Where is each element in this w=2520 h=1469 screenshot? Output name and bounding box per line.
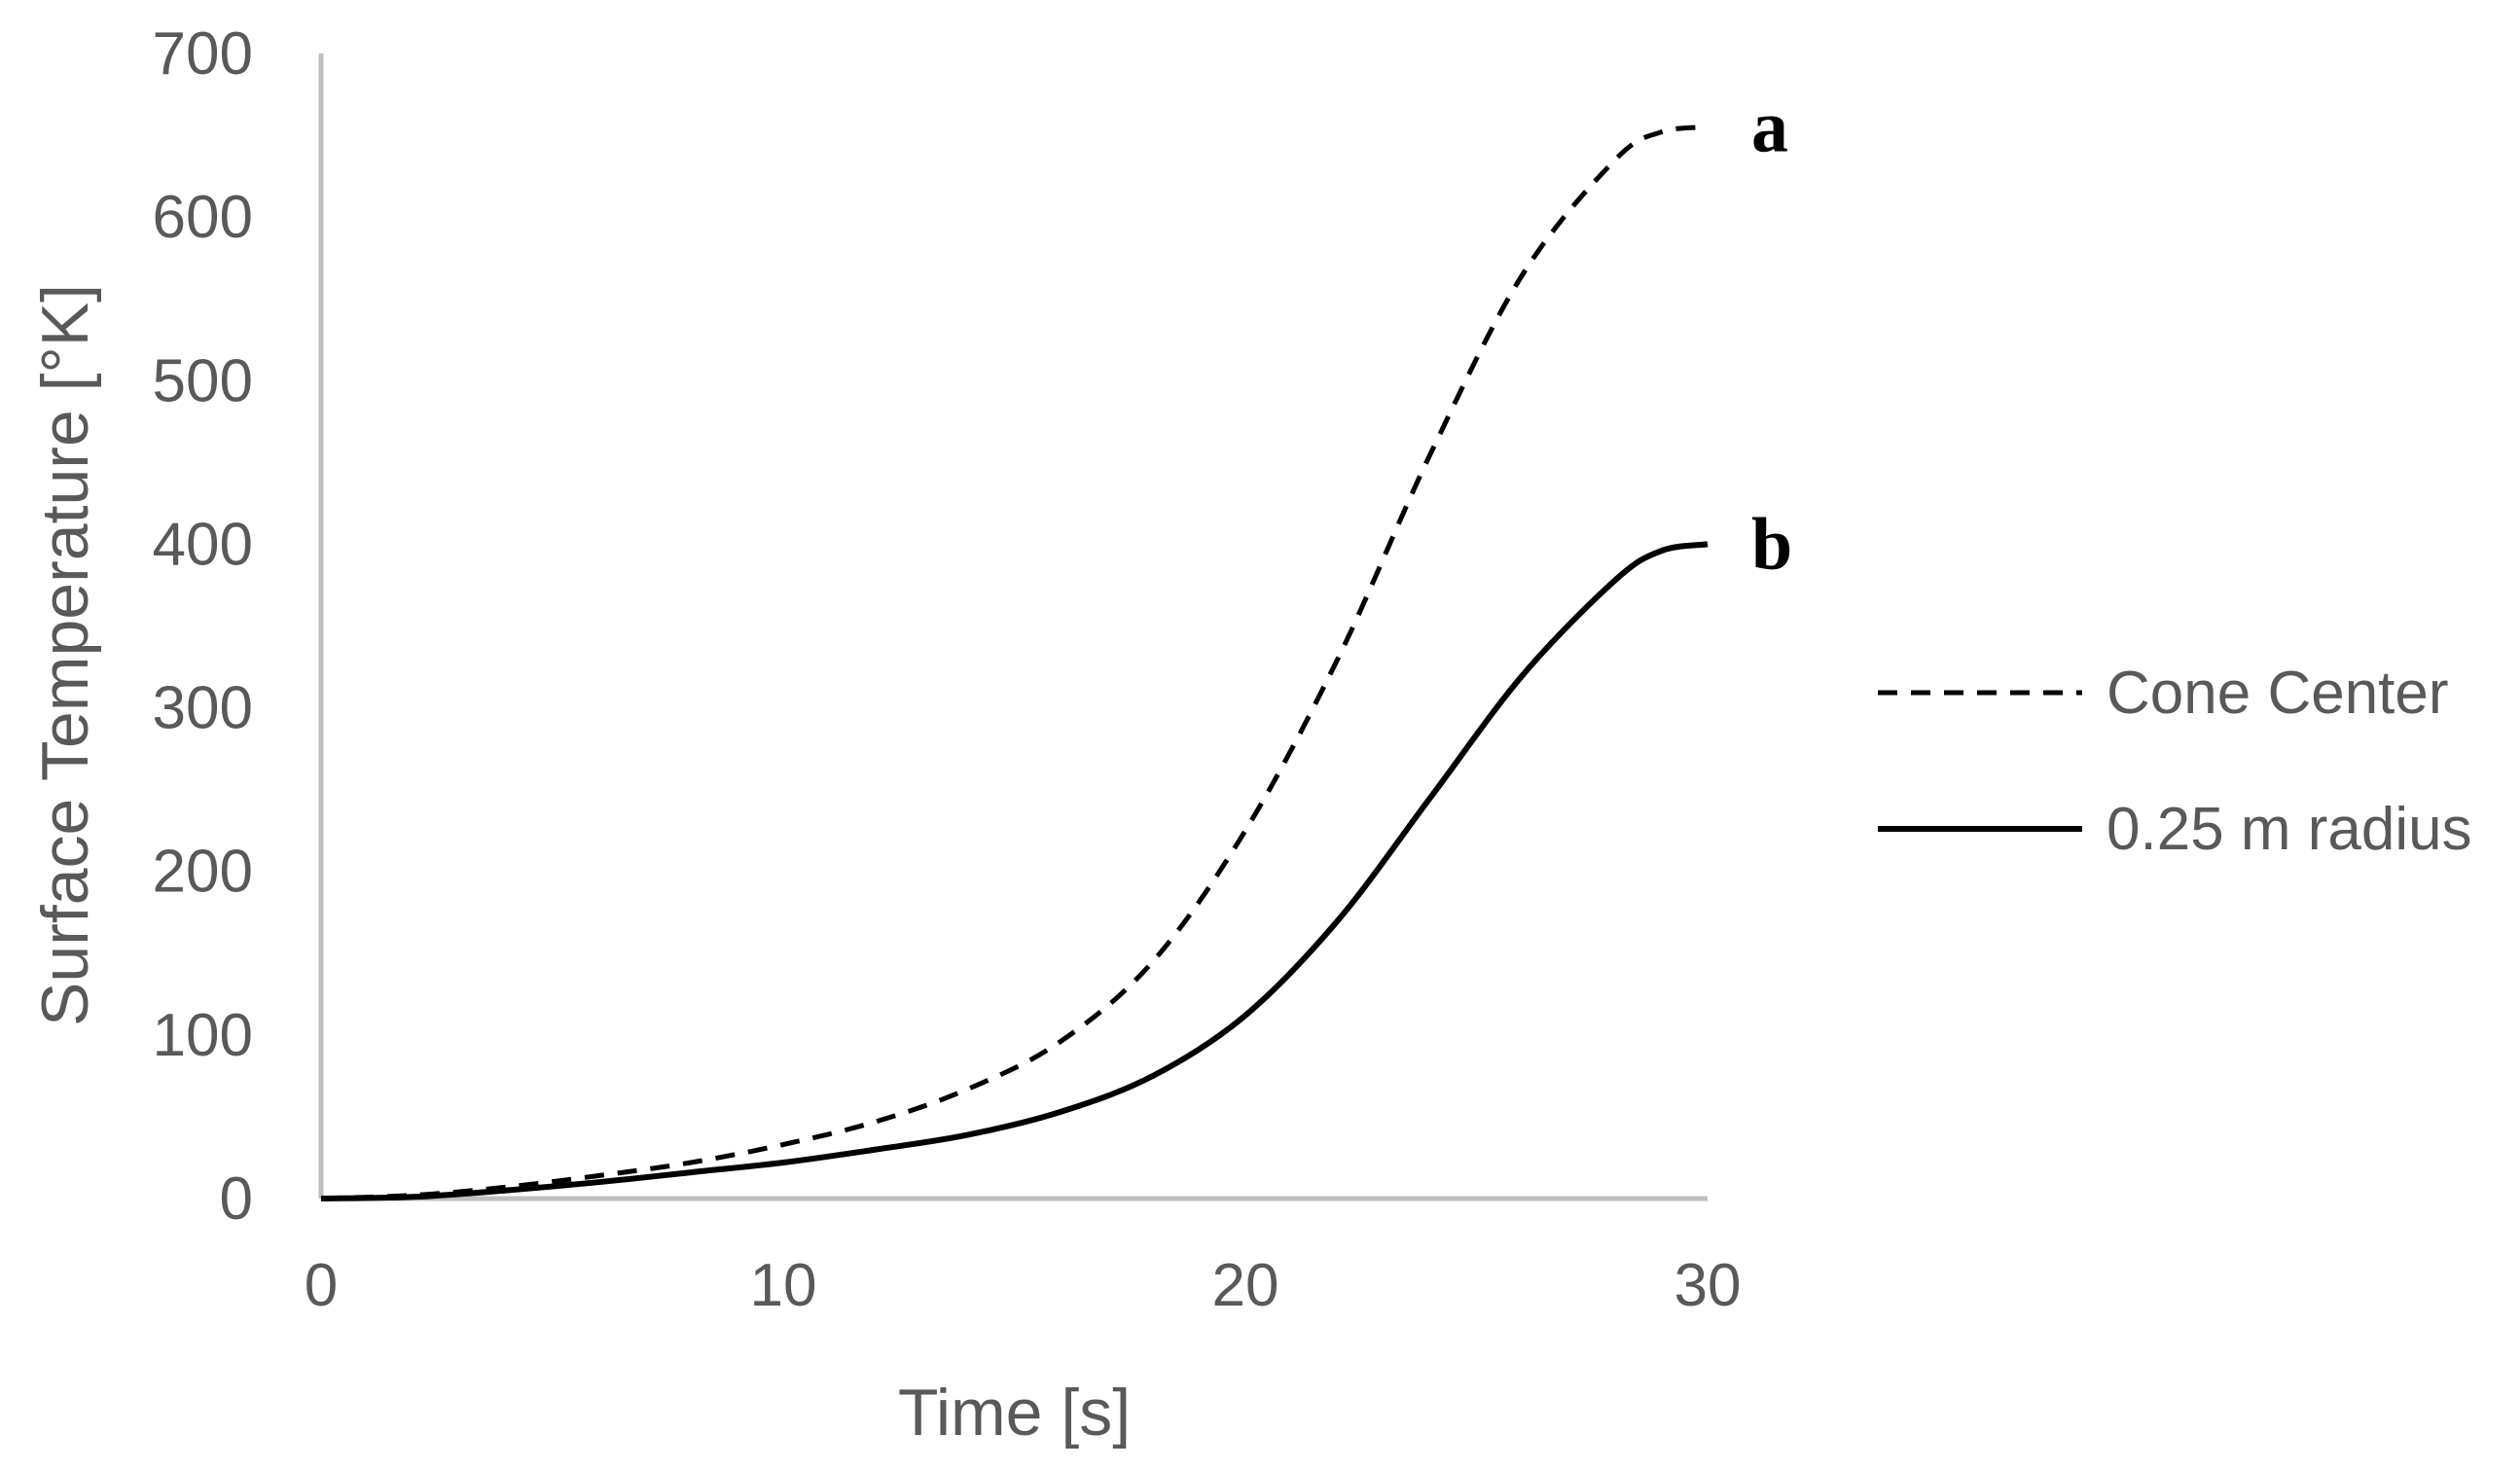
legend-label: 0.25 m radius — [2106, 796, 2472, 863]
y-axis-title: Surface Temperature [°K] — [28, 284, 102, 1026]
y-tick-label: 700 — [153, 20, 253, 88]
series-line-cone-center — [320, 125, 1709, 1201]
x-tick-labels: 0 10 20 30 — [305, 1252, 1742, 1319]
series-line-radius-0-25m — [320, 541, 1709, 1201]
y-tick-labels: 0 100 200 300 400 500 600 700 — [153, 20, 253, 1233]
y-tick-label: 300 — [153, 675, 253, 742]
x-tick-label: 30 — [1674, 1252, 1742, 1319]
y-tick-label: 600 — [153, 184, 253, 251]
x-tick-label: 20 — [1212, 1252, 1279, 1319]
annotation-a: a — [1751, 87, 1788, 168]
annotation-b: b — [1751, 503, 1792, 585]
y-tick-label: 200 — [153, 839, 253, 906]
annotations: ab — [1751, 87, 1792, 586]
y-tick-label: 500 — [153, 347, 253, 414]
legend: Cone Center 0.25 m radius — [1878, 660, 2472, 863]
y-tick-label: 400 — [153, 511, 253, 578]
y-tick-label: 0 — [220, 1165, 253, 1233]
x-tick-label: 10 — [750, 1252, 817, 1319]
x-tick-label: 0 — [305, 1252, 338, 1319]
series-layer — [320, 125, 1709, 1201]
legend-label: Cone Center — [2106, 660, 2449, 727]
x-axis-title: Time [s] — [898, 1376, 1131, 1450]
y-tick-label: 100 — [153, 1002, 253, 1069]
